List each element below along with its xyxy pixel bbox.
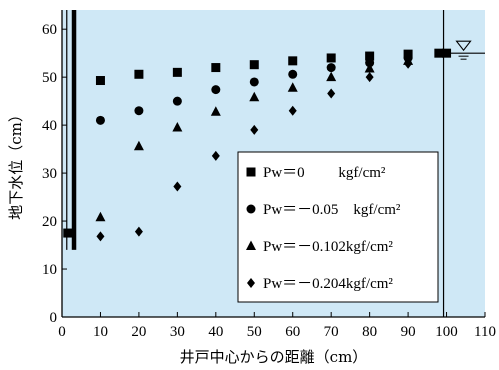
x-tick-label-9: 80 xyxy=(362,324,377,340)
legend: Pw＝0 kgf/cm² Pw＝－0.05 kgf/cm² Pw＝－0.102kgf… xyxy=(237,151,439,303)
x-tick-label-5: 40 xyxy=(208,324,223,340)
point-s2-2 xyxy=(134,106,144,116)
y-tick-label-1: 0 xyxy=(50,310,58,326)
point-s3-1 xyxy=(95,211,106,222)
water-level-triangle-icon xyxy=(455,40,472,52)
legend-marker-4 xyxy=(247,278,255,288)
point-s3-2 xyxy=(133,140,144,151)
point-s1-11 xyxy=(434,48,444,58)
y-tick-label-4: 30 xyxy=(42,166,57,182)
point-s2-1 xyxy=(95,115,105,125)
point-s2-4 xyxy=(211,85,221,95)
ticks: 0 10 20 30 40 50 60 70 80 90 100 110 0 10 20 30 40 50 60 xyxy=(42,22,496,340)
point-s4-8 xyxy=(365,72,374,83)
point-s3-8 xyxy=(364,63,375,73)
y-tick-label-7: 60 xyxy=(42,22,57,38)
legend-label-1: Pw＝0 kgf/cm² xyxy=(263,165,386,181)
point-s2-5 xyxy=(249,77,259,87)
point-s4-7 xyxy=(327,88,336,99)
point-s4-9 xyxy=(404,58,413,69)
data-markers xyxy=(63,48,452,242)
x-tick-label-10: 90 xyxy=(401,324,416,340)
point-s1-3 xyxy=(134,69,144,79)
y-tick-label-2: 10 xyxy=(42,262,57,278)
y-axis-title: 地下水位（cm） xyxy=(7,107,25,220)
x-tick-label-7: 60 xyxy=(285,324,300,340)
x-tick-label-1: 0 xyxy=(58,324,66,340)
y-tick-label-3: 20 xyxy=(42,214,57,230)
x-tick-label-4: 30 xyxy=(170,324,185,340)
point-s4-6 xyxy=(288,105,297,116)
x-tick-label-12: 110 xyxy=(474,324,496,340)
point-s3-3 xyxy=(172,122,183,132)
legend-label-2: Pw＝－0.05 kgf/cm² xyxy=(263,202,401,218)
well-wall xyxy=(66,10,77,250)
point-s4-5 xyxy=(250,124,259,135)
point-s1-1 xyxy=(63,228,73,238)
point-s1-6 xyxy=(249,60,259,70)
point-s3-4 xyxy=(210,106,221,116)
point-s1-9 xyxy=(365,51,375,61)
point-s2-8 xyxy=(365,58,375,68)
point-s1-5 xyxy=(211,63,221,73)
well-wall-bar xyxy=(71,10,77,250)
point-s2-6 xyxy=(288,69,298,79)
point-s1-4 xyxy=(172,67,182,77)
x-tick-label-8: 70 xyxy=(324,324,339,340)
point-s4-2 xyxy=(134,226,143,237)
y-tick-label-6: 50 xyxy=(42,70,57,86)
x-tick-label-3: 20 xyxy=(131,324,146,340)
point-s4-3 xyxy=(173,181,182,192)
point-s4-1 xyxy=(96,231,105,242)
point-s3-5 xyxy=(249,91,260,102)
point-s1-2 xyxy=(95,76,105,86)
point-s3-7 xyxy=(326,71,337,82)
legend-label-4: Pw＝－0.204kgf/cm² xyxy=(263,276,393,292)
point-s1-8 xyxy=(326,53,336,63)
x-tick-label-6: 50 xyxy=(247,324,262,340)
point-s4-4 xyxy=(211,150,220,161)
y-tick-label-5: 40 xyxy=(42,118,57,134)
axes xyxy=(61,10,485,318)
point-s3-6 xyxy=(287,82,298,92)
x-tick-label-11: 100 xyxy=(435,324,458,340)
legend-label-3: Pw＝－0.102kgf/cm² xyxy=(263,239,393,255)
point-s1-7 xyxy=(288,56,298,66)
point-s2-3 xyxy=(172,96,182,106)
outer-boundary xyxy=(442,10,485,317)
legend-marker-2 xyxy=(246,204,256,214)
x-tick-label-2: 10 xyxy=(93,324,108,340)
legend-marker-3 xyxy=(246,240,256,250)
point-s2-7 xyxy=(326,63,336,73)
x-axis-title: 井戸中心からの距離（cm） xyxy=(180,348,368,366)
legend-box xyxy=(237,151,439,303)
legend-marker-1 xyxy=(246,167,256,177)
